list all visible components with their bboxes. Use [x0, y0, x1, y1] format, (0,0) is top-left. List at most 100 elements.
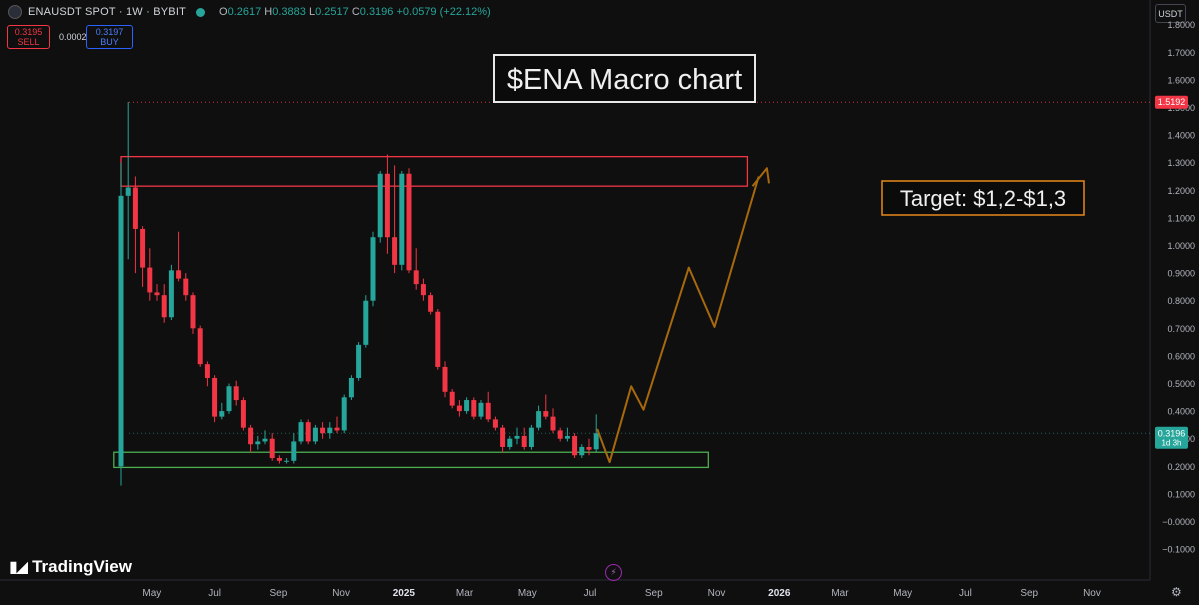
candle-body: [528, 427, 534, 447]
buy-label: BUY: [100, 37, 119, 47]
candle-body: [190, 295, 196, 329]
open-key: O: [219, 6, 228, 18]
price-axis[interactable]: −0.1000−0.00000.10000.20000.30000.40000.…: [1155, 20, 1195, 555]
candles-layer: [118, 101, 599, 486]
y-tick-label: 1.8000: [1167, 20, 1195, 30]
candle-body: [449, 391, 455, 406]
candle-body: [132, 187, 138, 229]
tradingview-branding[interactable]: ▮◢ TradingView: [9, 557, 132, 577]
sell-button[interactable]: 0.3195 SELL: [7, 25, 50, 49]
y-tick-label: 1.2000: [1167, 186, 1195, 196]
high-value: 0.3883: [272, 6, 306, 18]
candle-body: [586, 446, 592, 450]
candle-body: [291, 441, 297, 461]
x-tick-label: Sep: [269, 588, 287, 599]
x-tick-label: Jul: [584, 588, 597, 599]
candle-body: [161, 295, 167, 318]
projection-layer: [596, 167, 770, 464]
buy-button[interactable]: 0.3197 BUY: [86, 25, 133, 49]
candle-body: [154, 292, 160, 296]
candle-body: [147, 267, 153, 293]
candle-body: [284, 460, 290, 462]
candle-body: [305, 422, 311, 442]
lightning-icon[interactable]: ⚡: [605, 564, 622, 581]
low-key: L: [308, 6, 316, 18]
candle-body: [550, 416, 556, 431]
candle-body: [320, 427, 326, 434]
y-tick-label: −0.0000: [1162, 517, 1195, 527]
x-tick-label: 2025: [393, 588, 416, 599]
candle-body: [204, 364, 210, 378]
price-lines-layer: [129, 101, 1150, 434]
tradingview-wordmark: TradingView: [32, 557, 132, 576]
y-tick-label: 0.8000: [1167, 296, 1195, 306]
price-label: 1.5192: [1158, 97, 1186, 107]
x-tick-label: Nov: [708, 588, 726, 599]
candle-body: [471, 400, 477, 417]
candle-body: [442, 366, 448, 392]
currency-unit-button[interactable]: USDT: [1155, 4, 1186, 23]
gear-icon[interactable]: ⚙: [1171, 585, 1182, 599]
y-tick-label: 1.7000: [1167, 48, 1195, 58]
candle-body: [219, 411, 225, 417]
x-tick-label: Sep: [1020, 588, 1038, 599]
projection-arrowhead: [751, 167, 770, 187]
price-label-countdown: 1d 3h: [1161, 438, 1181, 447]
candle-body: [557, 430, 563, 439]
candle-body: [435, 311, 441, 367]
candle-body: [176, 270, 182, 279]
chart-header: ENAUSDT SPOT · 1W · BYBIT O0.2617 H0.388…: [8, 5, 491, 19]
x-tick-label: May: [893, 588, 912, 599]
y-tick-label: 1.1000: [1167, 213, 1195, 223]
high-key: H: [264, 6, 273, 18]
candle-body: [356, 344, 362, 378]
price-label-bg: [1155, 95, 1188, 109]
candle-body: [593, 433, 599, 450]
spread-value: 0.0002: [59, 32, 87, 42]
y-tick-label: 1.6000: [1167, 75, 1195, 85]
time-axis[interactable]: May Jul Sep Nov 2025 Mar May Jul Sep Nov 2026 Mar Ma…: [142, 588, 1100, 599]
candle-body: [327, 427, 333, 434]
y-tick-label: 0.5000: [1167, 379, 1195, 389]
y-tick-label: 0.6000: [1167, 351, 1195, 361]
x-tick-label: Mar: [831, 588, 849, 599]
y-tick-label: −0.1000: [1162, 545, 1195, 555]
candle-body: [543, 411, 549, 417]
y-tick-label: 0.2000: [1167, 462, 1195, 472]
symbol-label[interactable]: ENAUSDT SPOT · 1W · BYBIT: [28, 6, 187, 18]
candle-body: [579, 446, 585, 456]
candle-body: [226, 386, 232, 412]
candle-body: [212, 377, 218, 417]
candle-body: [478, 402, 484, 417]
candle-body: [485, 402, 491, 420]
candle-body: [370, 237, 376, 301]
candle-body: [233, 386, 239, 401]
candle-body: [168, 270, 174, 318]
candle-body: [521, 435, 527, 447]
x-tick-label: Jul: [959, 588, 972, 599]
x-tick-label: Sep: [645, 588, 663, 599]
close-value: 0.3196: [359, 6, 394, 18]
y-tick-label: 1.0000: [1167, 241, 1195, 251]
candle-body: [348, 377, 354, 398]
candle-body: [248, 427, 254, 445]
y-tick-label: 1.4000: [1167, 131, 1195, 141]
x-tick-label: May: [518, 588, 537, 599]
candle-body: [384, 173, 390, 238]
candle-body: [255, 441, 261, 445]
chart-title-box: $ENA Macro chart: [493, 54, 756, 103]
candle-body: [564, 435, 570, 439]
buy-price: 0.3197: [95, 27, 124, 37]
x-tick-label: Jul: [208, 588, 221, 599]
x-tick-label: Nov: [332, 588, 350, 599]
projection-path: [596, 176, 760, 464]
candle-body: [500, 427, 506, 447]
candle-body: [514, 435, 520, 439]
candle-body: [262, 438, 268, 442]
candle-body: [377, 173, 383, 238]
candle-body: [118, 195, 124, 467]
x-tick-label: Mar: [456, 588, 474, 599]
candle-body: [298, 422, 304, 442]
candle-body: [183, 278, 189, 296]
